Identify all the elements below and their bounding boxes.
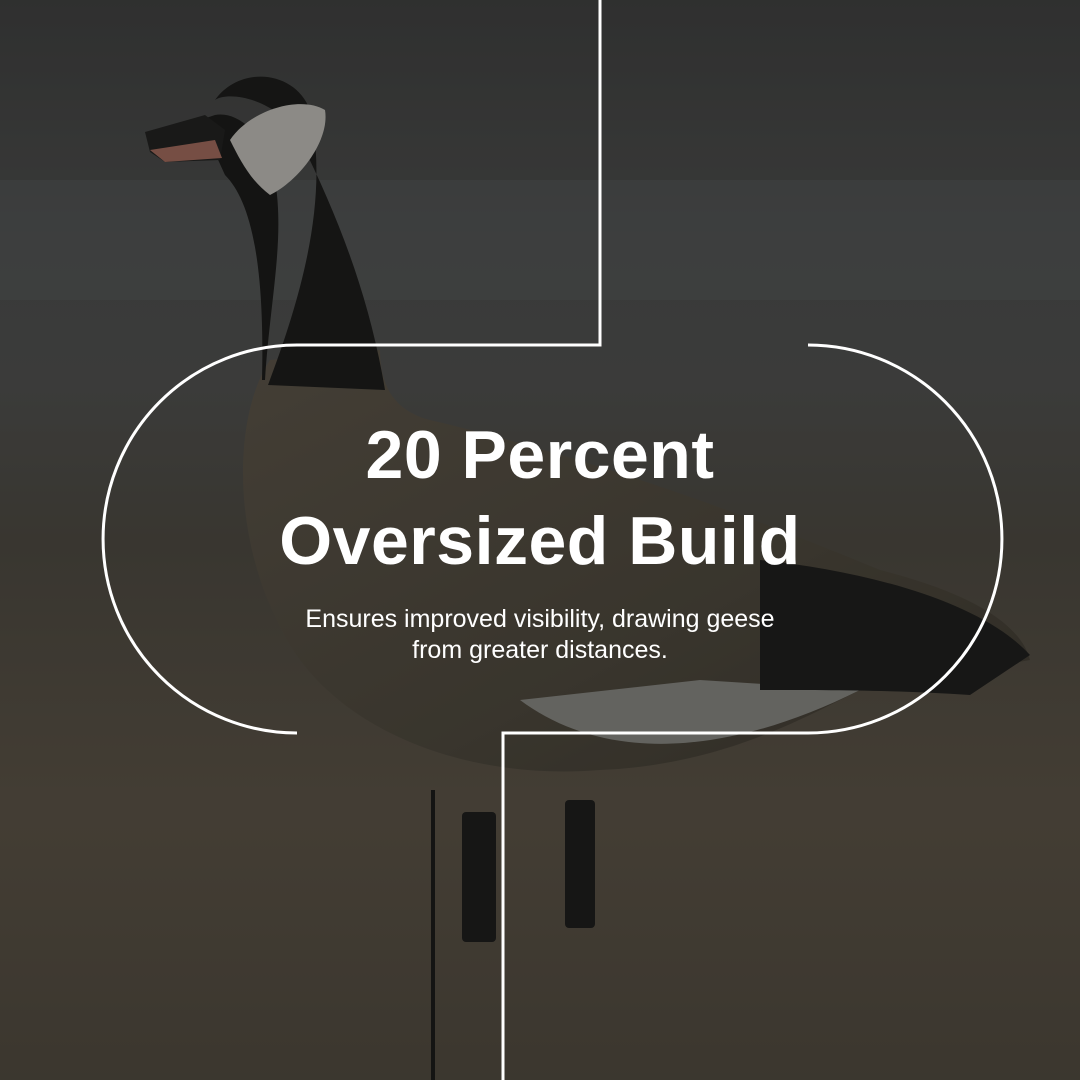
water-strip — [0, 180, 1080, 300]
frame-line-left — [101, 0, 602, 735]
description-line-1: Ensures improved visibility, drawing gee… — [305, 605, 775, 633]
description-line-2: from greater distances. — [412, 636, 668, 664]
frame-line-right — [501, 343, 1004, 1080]
headline: 20 Percent Oversized Build — [0, 412, 1080, 584]
goose-decoy — [145, 76, 1031, 1080]
headline-line-2: Oversized Build — [279, 503, 801, 579]
headline-line-1: 20 Percent — [365, 417, 715, 493]
description: Ensures improved visibility, drawing gee… — [0, 604, 1080, 666]
